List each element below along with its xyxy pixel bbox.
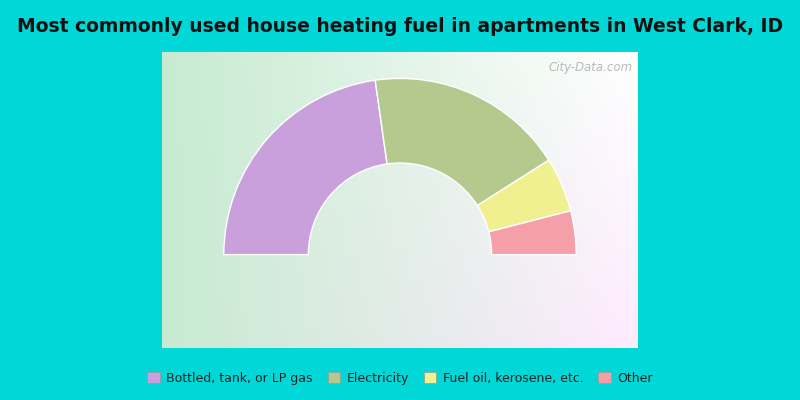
Legend: Bottled, tank, or LP gas, Electricity, Fuel oil, kerosene, etc., Other: Bottled, tank, or LP gas, Electricity, F… xyxy=(142,367,658,390)
Text: Most commonly used house heating fuel in apartments in West Clark, ID: Most commonly used house heating fuel in… xyxy=(17,16,783,36)
Text: City-Data.com: City-Data.com xyxy=(549,61,633,74)
Wedge shape xyxy=(489,211,576,255)
Wedge shape xyxy=(375,78,549,206)
Wedge shape xyxy=(224,80,387,255)
Wedge shape xyxy=(478,160,570,232)
